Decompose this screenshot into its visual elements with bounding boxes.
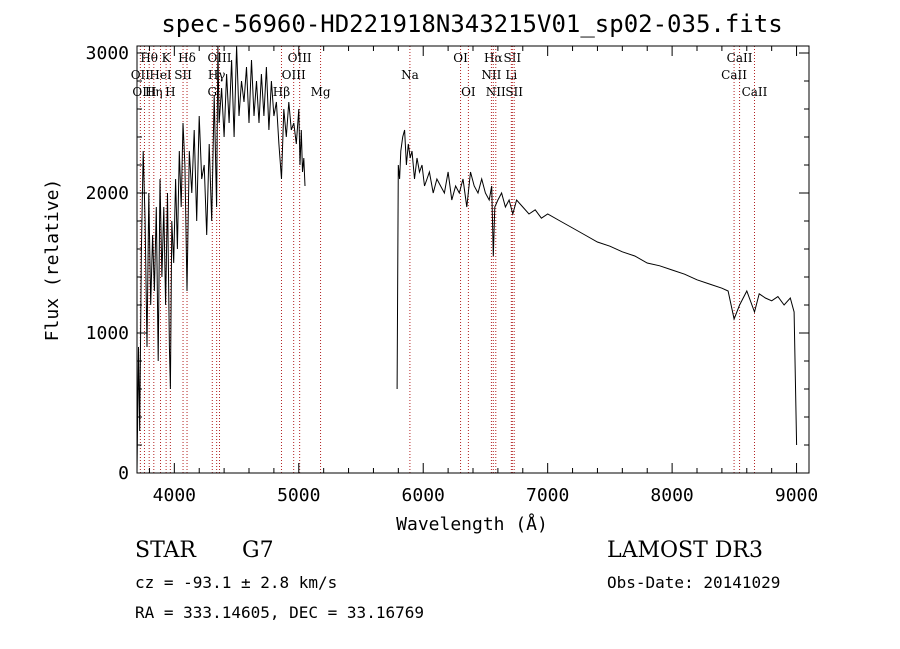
line-marker-label: NII: [481, 68, 501, 82]
line-marker-label: SII: [503, 51, 521, 65]
spectrum-series-2: [396, 129, 798, 446]
y-tick-label: 0: [118, 463, 129, 484]
line-marker-label: OIII: [132, 85, 156, 99]
x-tick-label: 5000: [277, 485, 320, 506]
plot-frame: [136, 45, 810, 474]
line-marker-label: OII: [131, 68, 151, 82]
line-marker-label: Hη: [145, 85, 163, 99]
survey-label: LAMOST DR3: [607, 538, 763, 563]
line-marker-label: SII: [174, 68, 192, 82]
x-tick-label: 4000: [153, 485, 196, 506]
x-tick-label: 8000: [650, 485, 693, 506]
obs-date-text: Obs-Date: 20141029: [607, 573, 781, 592]
spectrum-series-1: [136, 45, 306, 474]
line-marker-label: SII: [505, 85, 523, 99]
line-marker-label: OIII: [282, 68, 306, 82]
chart-title: spec-56960-HD221918N343215V01_sp02-035.f…: [161, 10, 782, 38]
spectrum-layer: [136, 45, 798, 474]
y-tick-label: 1000: [86, 323, 129, 344]
line-marker-label: K: [162, 51, 172, 65]
line-marker-label: CaII: [721, 68, 747, 82]
x-tick-label: 6000: [402, 485, 445, 506]
y-axis-label: Flux (relative): [42, 179, 63, 342]
line-marker-label: OIII: [288, 51, 312, 65]
axis-layer: 4000 5000 6000 7000 8000 9000 0 1000 2000 3000: [86, 43, 819, 506]
line-marker-label: Hγ: [208, 68, 226, 82]
subclass-label: G7: [242, 538, 274, 563]
line-marker-label: CaII: [727, 51, 753, 65]
class-label: STAR: [135, 538, 196, 563]
line-marker-label: OI: [461, 85, 476, 99]
line-marker-label: CaII: [742, 85, 768, 99]
x-tick-label: 9000: [775, 485, 818, 506]
line-marker-label: H: [165, 85, 175, 99]
y-tick-label: 3000: [86, 43, 129, 64]
line-marker-label: Hδ: [178, 51, 196, 65]
redshift-text: cz = -93.1 ± 2.8 km/s: [135, 573, 338, 592]
line-marker-label: NII: [486, 85, 506, 99]
line-marker-label: Mg: [311, 85, 331, 99]
line-marker-label: HeI: [149, 68, 172, 82]
y-tick-label: 2000: [86, 183, 129, 204]
line-marker-label: OIII: [207, 51, 231, 65]
coordinates-text: RA = 333.14605, DEC = 33.16769: [135, 603, 424, 622]
line-marker-label: G: [207, 85, 217, 99]
x-tick-label: 7000: [526, 485, 569, 506]
line-marker-label: Na: [401, 68, 419, 82]
line-marker-label: Hα: [484, 51, 503, 65]
line-marker-label: Hβ: [273, 85, 290, 99]
x-axis-label: Wavelength (Å): [396, 513, 548, 535]
line-marker-label: OI: [453, 51, 468, 65]
line-marker-label: Li: [505, 68, 517, 82]
